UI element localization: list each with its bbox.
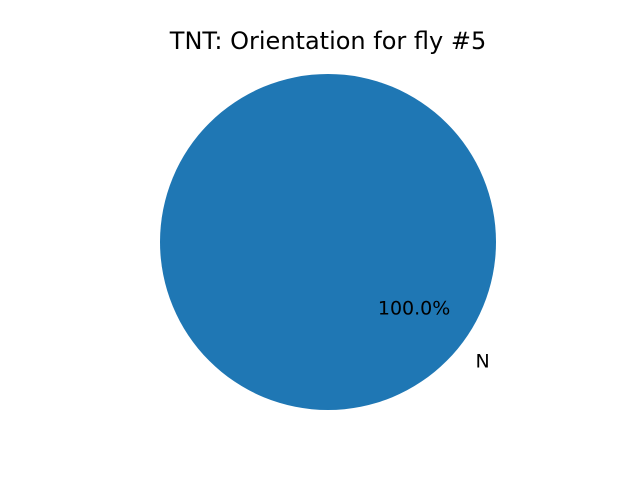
- pie-slice-n: [160, 74, 496, 410]
- pie-slices: 100.0% N: [160, 74, 496, 410]
- slice-category-label: N: [475, 351, 489, 373]
- slice-percent-label: 100.0%: [378, 298, 450, 320]
- chart-title: TNT: Orientation for fly #5: [169, 27, 486, 55]
